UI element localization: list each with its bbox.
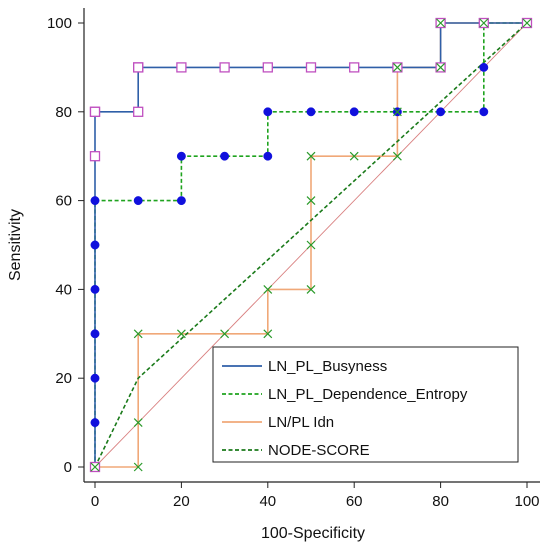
data-point	[90, 373, 100, 383]
data-point	[479, 107, 489, 117]
data-point	[176, 329, 186, 339]
data-point	[90, 329, 100, 339]
data-point	[305, 62, 317, 73]
data-point	[262, 62, 273, 73]
data-point	[263, 329, 273, 339]
data-point	[306, 196, 316, 206]
data-point	[220, 151, 230, 161]
data-point	[263, 107, 273, 117]
data-point	[392, 62, 402, 72]
data-point	[90, 462, 100, 472]
series-line-node-score	[94, 22, 528, 468]
data-point	[349, 151, 359, 161]
data-point	[176, 196, 186, 206]
y-tick-label: 100	[47, 15, 72, 32]
legend-box	[212, 346, 519, 463]
data-point	[133, 196, 143, 206]
x-tick-label: 60	[346, 493, 363, 510]
data-point	[306, 240, 316, 250]
data-point	[90, 418, 100, 428]
data-point	[176, 62, 187, 73]
x-tick-label: 0	[91, 493, 99, 510]
y-tick-label: 80	[55, 104, 72, 121]
data-point	[263, 284, 273, 294]
data-point	[349, 107, 359, 117]
y-tick-label: 20	[55, 370, 72, 387]
data-point	[219, 62, 230, 73]
ticks-layer: 0 20 40 60 80 100 0 20 40 60 80 100	[47, 15, 540, 510]
y-tick-label: 40	[55, 281, 72, 298]
legend-label: NODE-SCORE	[268, 442, 370, 459]
data-point	[392, 151, 402, 161]
data-point	[176, 151, 186, 161]
data-point	[90, 196, 100, 206]
data-point	[479, 62, 489, 72]
data-point	[306, 151, 316, 161]
data-point	[522, 18, 532, 28]
y-axis-title: Sensitivity	[7, 209, 24, 281]
data-point	[89, 151, 101, 162]
data-point	[133, 106, 144, 117]
data-point	[89, 106, 101, 117]
marker-layer	[89, 17, 533, 473]
data-point	[133, 462, 143, 472]
x-tick-label: 40	[259, 493, 276, 510]
x-tick-label: 20	[173, 493, 190, 510]
x-axis-title: 100-Specificity	[261, 525, 365, 542]
data-point	[90, 284, 100, 294]
y-tick-label: 0	[64, 459, 72, 476]
series-line-ln-pl-dependence-entropy	[94, 22, 527, 467]
data-point	[479, 18, 489, 28]
y-tick-label: 60	[55, 193, 72, 210]
data-point	[436, 62, 446, 72]
legend-label: LN_PL_Dependence_Entropy	[268, 386, 468, 403]
data-point	[436, 107, 446, 117]
data-point	[349, 62, 360, 73]
data-point	[306, 284, 316, 294]
data-point	[133, 62, 144, 73]
x-tick-label: 80	[432, 493, 449, 510]
legend-label: LN/PL Idn	[268, 414, 334, 431]
data-point	[306, 107, 316, 117]
data-point	[133, 329, 143, 339]
plot-frame	[83, 8, 540, 483]
data-point	[220, 329, 230, 339]
data-point	[90, 240, 100, 250]
legend-label: LN_PL_Busyness	[268, 358, 387, 375]
data-point	[436, 18, 446, 28]
data-point	[133, 418, 143, 428]
data-point	[392, 107, 402, 117]
data-point	[263, 151, 273, 161]
legend: LN_PL_Busyness LN_PL_Dependence_Entropy LN…	[212, 346, 519, 463]
x-tick-label: 100	[514, 493, 539, 510]
